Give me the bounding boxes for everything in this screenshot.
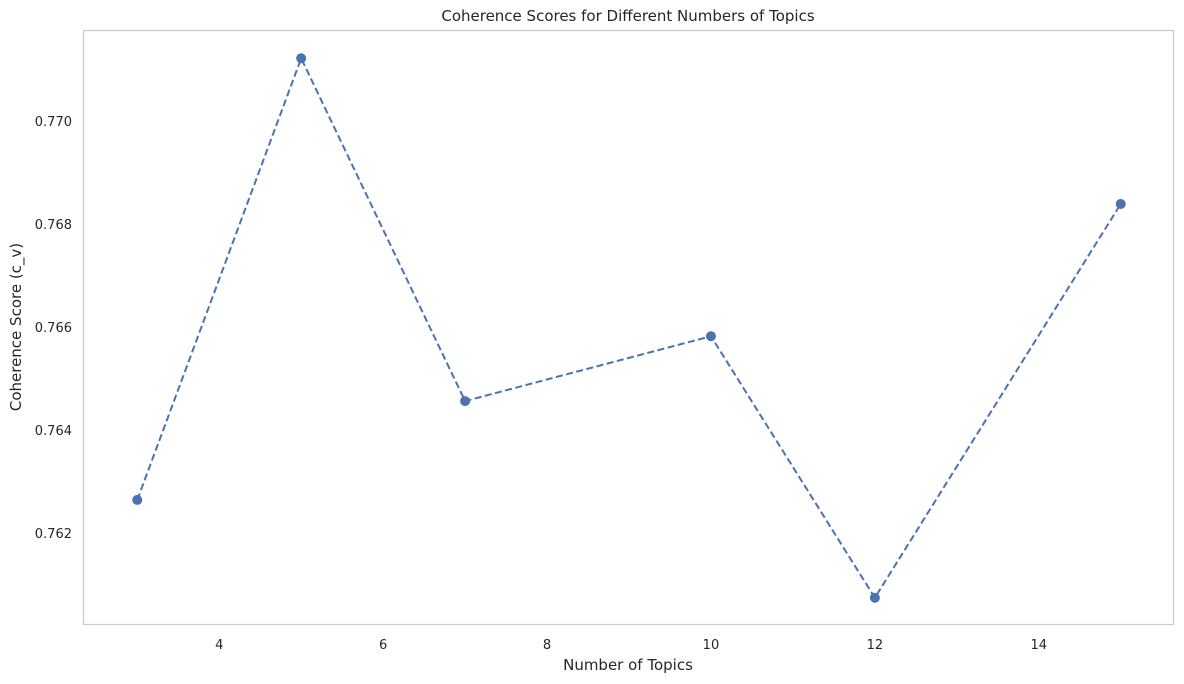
data-point xyxy=(1115,198,1126,209)
y-tick-label: 0.766 xyxy=(35,321,72,336)
y-tick-label: 0.764 xyxy=(35,424,72,439)
x-tick-label: 14 xyxy=(1031,638,1048,653)
y-tick-labels: 0.762 0.764 0.766 0.768 0.770 xyxy=(35,115,72,542)
series-layer xyxy=(132,53,1126,603)
x-tick-label: 6 xyxy=(379,638,387,653)
x-tick-label: 10 xyxy=(703,638,720,653)
y-tick-label: 0.768 xyxy=(35,218,72,233)
data-point xyxy=(132,494,143,505)
series-line xyxy=(136,55,1122,600)
data-point xyxy=(460,396,471,407)
x-axis-label: Number of Topics xyxy=(563,656,693,674)
x-tick-labels: 4 6 8 10 12 14 xyxy=(215,638,1047,653)
x-tick-label: 12 xyxy=(867,638,884,653)
x-tick-label: 8 xyxy=(543,638,551,653)
y-tick-label: 0.770 xyxy=(35,115,72,130)
y-tick-label: 0.762 xyxy=(35,527,72,542)
chart-title: Coherence Scores for Different Numbers o… xyxy=(441,7,814,25)
data-point xyxy=(869,592,880,603)
plot-frame xyxy=(82,29,1175,626)
data-point xyxy=(296,53,307,64)
x-tick-label: 4 xyxy=(215,638,223,653)
y-axis-label: Coherence Score (c_v) xyxy=(7,243,26,411)
data-point xyxy=(705,331,716,342)
